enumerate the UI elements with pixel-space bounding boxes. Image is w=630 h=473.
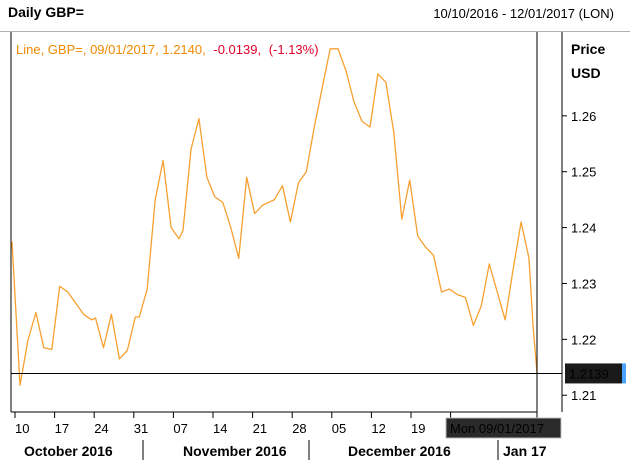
month-axis: October 2016 November 2016 December 2016 Ja…	[24, 440, 547, 460]
last-value-label: 1.2139	[569, 366, 609, 381]
last-value-box-bg	[565, 363, 622, 384]
crosshair	[11, 32, 562, 418]
month-label: November 2016	[183, 443, 287, 459]
x-tick-label: 12	[371, 421, 385, 436]
y-tick-label: 1.25	[571, 165, 596, 180]
y-tick-label: 1.21	[571, 388, 596, 403]
x-tick-label: 14	[213, 421, 227, 436]
chart-title: Daily GBP=	[8, 4, 84, 20]
y-tick-label: 1.22	[571, 332, 596, 347]
x-tick-label: 07	[173, 421, 187, 436]
series-line	[11, 48, 538, 386]
svg-text:Line, GBP=, 09/01/2017, 1.2140: Line, GBP=, 09/01/2017, 1.2140, -0.0139,…	[16, 42, 319, 57]
y-tick-label: 1.23	[571, 276, 596, 291]
legend-change: -0.0139,	[213, 42, 261, 57]
y-axis-title-currency: USD	[571, 65, 601, 81]
date-range: 10/10/2016 - 12/01/2017 (LON)	[433, 6, 614, 21]
x-tick-label: 21	[253, 421, 267, 436]
plot-frame	[10, 32, 563, 413]
y-axis: 1.21 1.22 1.23 1.24 1.25 1.26	[562, 109, 596, 403]
crosshair-date-box-bg	[445, 417, 562, 439]
month-label: Jan 17	[503, 443, 547, 459]
x-axis: 10 17 24 31 07 14 21 28 05 12 19	[14, 412, 452, 436]
y-axis-title-price: Price	[571, 41, 605, 57]
x-tick-label: 28	[292, 421, 306, 436]
header-divider	[0, 31, 630, 32]
x-tick-label: 19	[411, 421, 425, 436]
x-tick-label: 31	[134, 421, 148, 436]
legend-change-pct: (-1.13%)	[269, 42, 319, 57]
legend: Line, GBP=, 09/01/2017, 1.2140, -0.0139,…	[16, 42, 319, 57]
x-tick-label: 24	[94, 421, 108, 436]
x-tick-label: 17	[55, 421, 69, 436]
crosshair-date-label: Mon 09/01/2017	[450, 421, 544, 436]
y-tick-label: 1.24	[571, 221, 596, 236]
x-tick-label: 10	[15, 421, 29, 436]
crosshair-date-box: Mon 09/01/2017	[445, 417, 562, 439]
last-value-marker	[622, 363, 626, 384]
y-tick-label: 1.26	[571, 109, 596, 124]
last-value-box: 1.2139	[565, 363, 626, 384]
legend-series: Line, GBP=, 09/01/2017, 1.2140,	[16, 42, 206, 57]
month-label: December 2016	[348, 443, 451, 459]
month-label: October 2016	[24, 443, 113, 459]
x-tick-label: 05	[332, 421, 346, 436]
